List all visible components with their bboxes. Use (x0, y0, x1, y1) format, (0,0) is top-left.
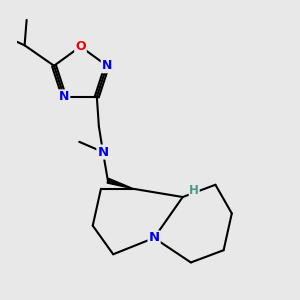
Text: N: N (102, 59, 112, 72)
Text: O: O (75, 40, 86, 53)
Text: H: H (189, 184, 199, 197)
Polygon shape (107, 178, 134, 189)
Text: N: N (59, 90, 69, 103)
Text: N: N (148, 231, 160, 244)
Text: N: N (98, 146, 109, 158)
